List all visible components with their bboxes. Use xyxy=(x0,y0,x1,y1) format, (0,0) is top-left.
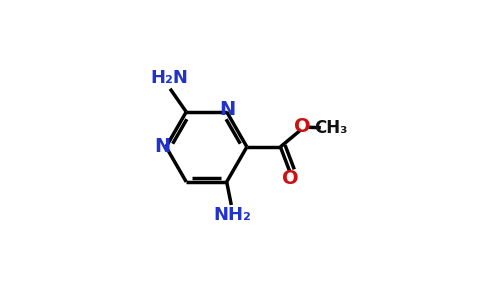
Text: N: N xyxy=(220,100,236,118)
Text: N: N xyxy=(154,137,170,156)
Text: O: O xyxy=(294,117,311,136)
Text: CH₃: CH₃ xyxy=(314,119,347,137)
Text: O: O xyxy=(283,169,299,188)
Text: H₂N: H₂N xyxy=(150,69,188,87)
Text: NH₂: NH₂ xyxy=(213,206,251,224)
